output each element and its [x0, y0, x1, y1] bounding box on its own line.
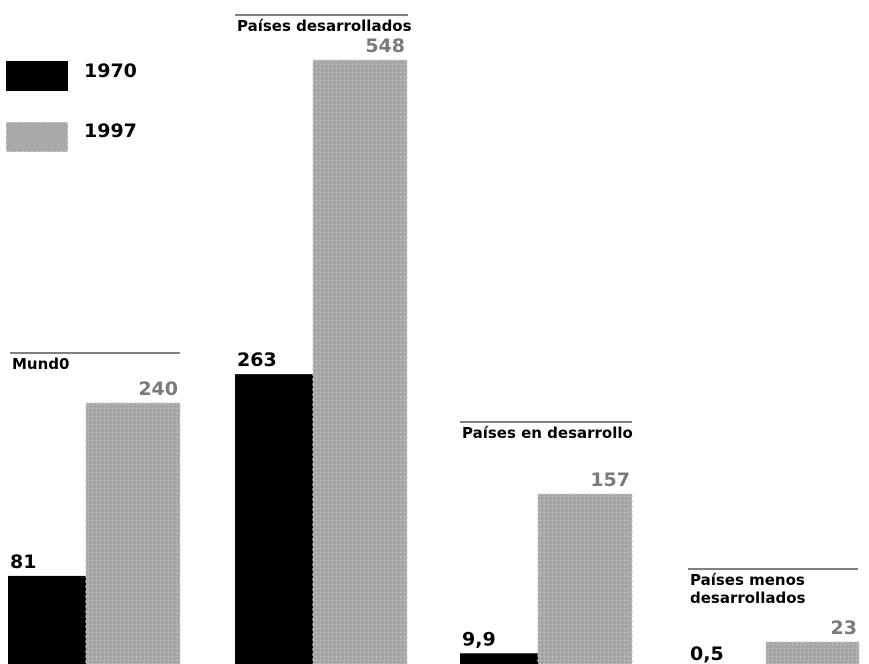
group-title: Mund0 — [12, 355, 69, 373]
bar-1997-menos-desarrollados — [765, 641, 860, 664]
value-label-1997-menos-desarrollados: 23 — [831, 617, 857, 639]
legend-swatch-1997 — [6, 122, 68, 152]
value-label-1970-desarrollados: 263 — [237, 349, 277, 371]
value-label-1997-desarrollados: 548 — [365, 35, 405, 57]
bar-1970-en-desarrollo — [460, 653, 552, 664]
bar-group-mundo: Mund0 81 240 — [8, 352, 181, 664]
legend-label-1970: 1970 — [84, 60, 137, 82]
bar-1997-en-desarrollo — [537, 493, 633, 664]
value-label-1997-mundo: 240 — [138, 378, 178, 400]
legend-label-1997: 1997 — [84, 120, 137, 142]
bar-1997-mundo — [85, 402, 181, 664]
group-title: Países menos — [690, 571, 805, 589]
value-label-1970-mundo: 81 — [10, 551, 36, 573]
legend-swatch-1970 — [6, 61, 68, 91]
group-title: Países desarrollados — [237, 17, 412, 35]
value-label-1970-en-desarrollo: 9,9 — [462, 628, 496, 650]
bar-1970-desarrollados — [235, 374, 327, 664]
group-title: Países en desarrollo — [462, 424, 633, 442]
bar-group-desarrollados: Países desarrollados 263 548 — [235, 14, 412, 664]
group-title: desarrollados — [690, 589, 806, 607]
value-label-1997-en-desarrollo: 157 — [590, 469, 630, 491]
bar-1970-mundo — [8, 575, 100, 664]
bar-1997-desarrollados — [312, 59, 408, 664]
bar-group-en-desarrollo: Países en desarrollo 9,9 157 — [460, 421, 633, 664]
value-label-1970-menos-desarrollados: 0,5 — [690, 643, 724, 664]
